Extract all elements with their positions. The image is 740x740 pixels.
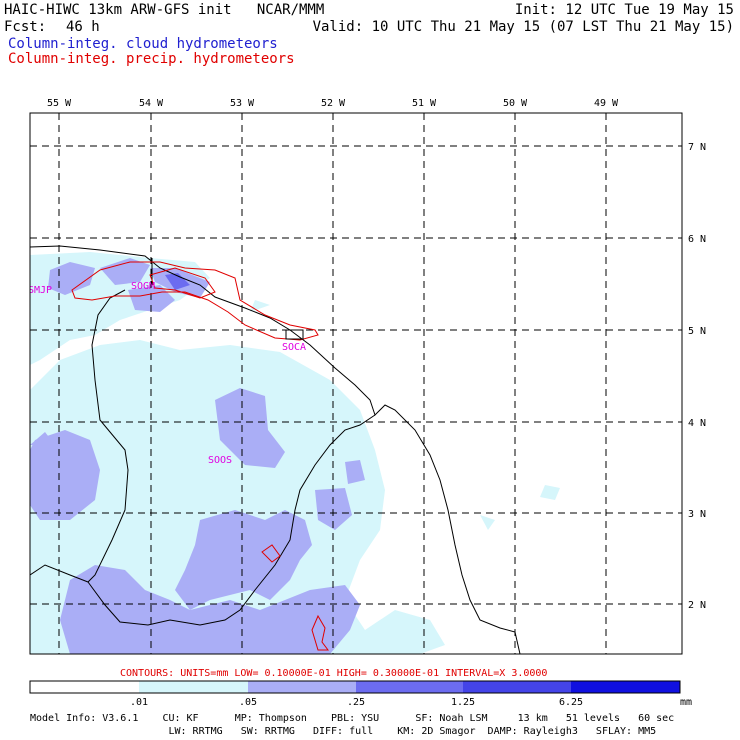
model-info-line2: LW: RRTMG SW: RRTMG DIFF: full KM: 2D Sm… <box>30 726 656 737</box>
init-time: Init: 12 UTC Tue 19 May 15 <box>514 2 734 18</box>
colorbar-bin4 <box>463 681 571 693</box>
station-sogm: SOGM <box>131 281 155 292</box>
lon-label-53w: 53 W <box>230 98 255 109</box>
lat-labels: 7 N 6 N 5 N 4 N 3 N 2 N <box>688 142 706 611</box>
colorbar-tick-0: .01 <box>130 697 148 708</box>
colorbar: .01 .05 .25 1.25 6.25 mm <box>29 680 692 708</box>
colorbar-bin1 <box>139 681 248 693</box>
lon-labels: 55 W 54 W 53 W 52 W 51 W 50 W 49 W <box>47 98 619 109</box>
forecast-label: Fcst: <box>4 19 47 35</box>
lon-label-50w: 50 W <box>503 98 528 109</box>
colorbar-bin3 <box>356 681 463 693</box>
colorbar-bin5 <box>571 681 680 693</box>
colorbar-ticks: .01 .05 .25 1.25 6.25 <box>130 697 583 708</box>
contours-info: CONTOURS: UNITS=mm LOW= 0.10000E-01 HIGH… <box>120 668 547 679</box>
model-info-line1: Model Info: V3.6.1 CU: KF MP: Thompson P… <box>30 713 674 724</box>
colorbar-units: mm <box>680 697 692 708</box>
lon-label-51w: 51 W <box>412 98 437 109</box>
lat-label-7n: 7 N <box>688 142 706 153</box>
lon-label-49w: 49 W <box>594 98 619 109</box>
lat-label-3n: 3 N <box>688 509 706 520</box>
colorbar-tick-1: .05 <box>239 697 257 708</box>
valid-time: Valid: 10 UTC Thu 21 May 15 (07 LST Thu … <box>312 19 734 35</box>
field-cloud-label: Column-integ. cloud hydrometeors <box>8 36 278 52</box>
station-soca: SOCA <box>282 342 306 353</box>
grid-lines <box>30 113 682 654</box>
colorbar-frame <box>29 680 681 694</box>
plot-title: HAIC-HIWC 13km ARW-GFS init NCAR/MMM <box>4 2 325 18</box>
lon-label-54w: 54 W <box>139 98 164 109</box>
lat-label-5n: 5 N <box>688 326 706 337</box>
field-precip-label: Column-integ. precip. hydrometeors <box>8 51 295 67</box>
colorbar-bin0 <box>30 681 139 693</box>
map-frame <box>29 112 683 655</box>
colorbar-tick-2: .25 <box>347 697 365 708</box>
station-soos: SOOS <box>208 455 232 466</box>
lon-label-55w: 55 W <box>47 98 72 109</box>
colorbar-bin2 <box>248 681 356 693</box>
lat-label-4n: 4 N <box>688 418 706 429</box>
shading-bin3 <box>165 273 190 290</box>
station-smjp: SMJP <box>28 285 52 296</box>
lon-label-52w: 52 W <box>321 98 346 109</box>
map-body: SMJP SOGM SOCA SOOS <box>28 113 682 654</box>
stations: SMJP SOGM SOCA SOOS <box>28 281 306 466</box>
lat-label-6n: 6 N <box>688 234 706 245</box>
precip-contours <box>71 261 329 651</box>
colorbar-tick-3: 1.25 <box>451 697 475 708</box>
forecast-hour: 46 h <box>66 19 100 35</box>
station-box-soca <box>285 329 304 340</box>
colorbar-tick-4: 6.25 <box>559 697 583 708</box>
lat-label-2n: 2 N <box>688 600 706 611</box>
shading-bin2 <box>30 258 365 654</box>
